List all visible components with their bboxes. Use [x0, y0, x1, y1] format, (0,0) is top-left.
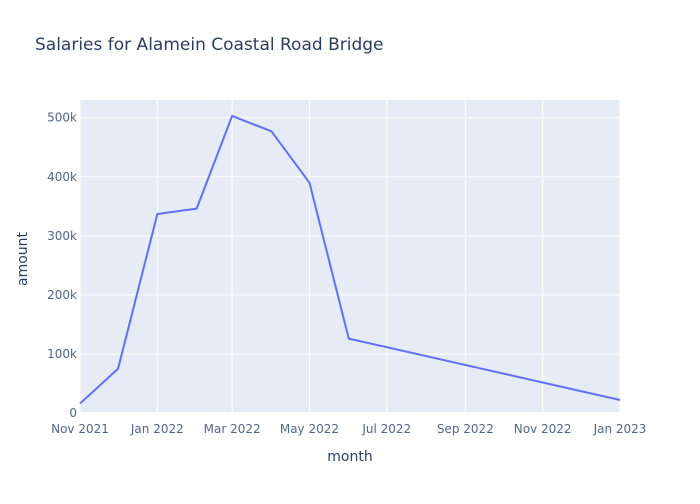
x-gridlines [79, 100, 621, 413]
y-tick-label: 500k [47, 111, 77, 125]
x-tick-label: Jan 2022 [130, 422, 184, 436]
y-tick-label: 100k [47, 347, 77, 361]
y-axis-label: amount [15, 231, 31, 286]
x-tick-label: Nov 2021 [51, 422, 109, 436]
x-tick-label: Mar 2022 [204, 422, 261, 436]
x-tick-label: Nov 2022 [514, 422, 572, 436]
y-tick-label: 400k [47, 170, 77, 184]
chart-title: Salaries for Alamein Coastal Road Bridge [35, 35, 383, 55]
y-axis-ticks: 0 100k 200k 300k 400k 500k [47, 111, 77, 420]
plot-area [80, 100, 620, 413]
x-axis-ticks: Nov 2021 Jan 2022 Mar 2022 May 2022 Jul 2022… [51, 422, 646, 436]
y-gridlines [80, 117, 620, 414]
x-tick-label: Jul 2022 [361, 422, 411, 436]
x-tick-label: Sep 2022 [437, 422, 494, 436]
series-line [79, 114, 621, 405]
x-tick-label: Jan 2023 [593, 422, 647, 436]
x-axis-label: month [327, 449, 372, 465]
y-tick-label: 200k [47, 288, 77, 302]
series-group [79, 114, 621, 405]
y-tick-label: 300k [47, 229, 77, 243]
y-tick-label: 0 [69, 406, 77, 420]
x-tick-label: May 2022 [280, 422, 339, 436]
